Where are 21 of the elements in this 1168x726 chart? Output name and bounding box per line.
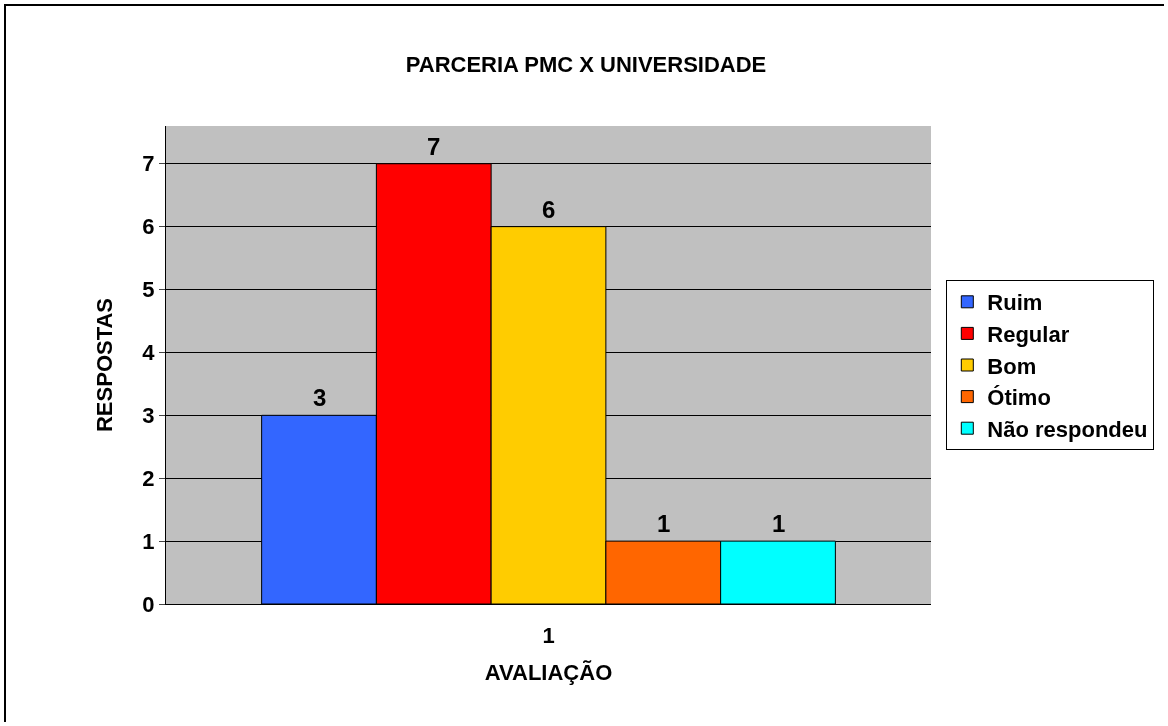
- y-tick-label: 1: [142, 528, 155, 554]
- legend-label: Ruim: [987, 290, 1043, 316]
- chart-title: PARCERIA PMC X UNIVERSIDADE: [405, 51, 767, 77]
- y-tick-label: 0: [142, 591, 155, 617]
- data-label: 3: [313, 384, 327, 411]
- legend-label: Ótimo: [987, 385, 1051, 411]
- legend-label: Bom: [987, 353, 1037, 379]
- x-axis-title: AVALIAÇÃO: [484, 660, 613, 685]
- data-label: 6: [542, 196, 556, 223]
- y-tick-label: 5: [142, 277, 155, 303]
- y-tick-label: 2: [142, 465, 155, 491]
- y-tick-label: 6: [142, 214, 155, 240]
- y-tick-label: 7: [142, 151, 155, 177]
- y-axis-title: RESPOSTAS: [92, 297, 117, 433]
- legend-label: Regular: [987, 321, 1070, 347]
- data-label: 1: [772, 510, 786, 537]
- data-label: 7: [427, 133, 441, 160]
- y-tick-label: 3: [142, 403, 155, 429]
- data-label: 1: [657, 510, 671, 537]
- legend-label: Não respondeu: [987, 416, 1148, 442]
- y-tick-label: 4: [142, 340, 156, 366]
